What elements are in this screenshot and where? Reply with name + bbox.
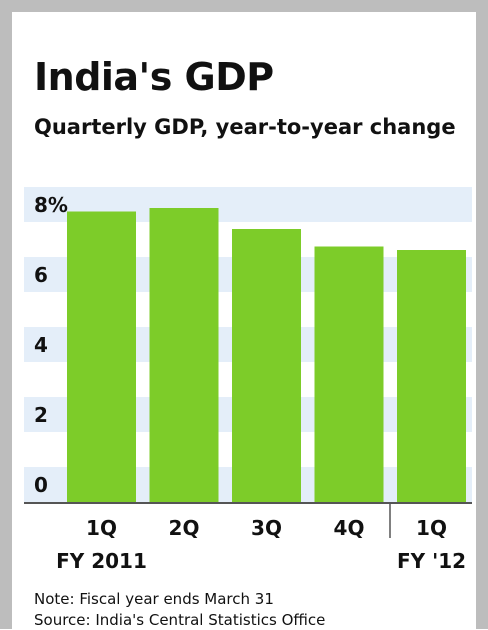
y-tick-label: 2: [34, 403, 48, 427]
chart-subtitle: Quarterly GDP, year-to-year change: [34, 115, 456, 139]
x-tick-label: 1Q: [416, 516, 447, 540]
y-tick-label: 0: [34, 473, 48, 497]
x-tick-label: 2Q: [169, 516, 200, 540]
x-tick-sublabel: FY 2011: [56, 549, 147, 573]
chart-source: Source: India's Central Statistics Offic…: [34, 611, 326, 629]
x-axis: [24, 502, 472, 538]
x-tick-label: 1Q: [86, 516, 117, 540]
y-axis-ticks: 0 2 4 6 8%: [34, 193, 68, 497]
chart-note: Note: Fiscal year ends March 31: [34, 590, 274, 608]
x-tick-sublabel: FY '12: [397, 549, 466, 573]
chart-title: India's GDP: [34, 55, 274, 99]
y-tick-label: 6: [34, 263, 48, 287]
y-tick-label: 8%: [34, 193, 68, 217]
x-tick-label: 3Q: [251, 516, 282, 540]
x-axis-labels: 1Q FY 2011 2Q 3Q 4Q 1Q FY '12: [56, 516, 466, 573]
bar-series: [67, 208, 466, 502]
bar-5: [397, 250, 466, 502]
bar-4: [314, 246, 384, 502]
bar-1: [67, 211, 136, 502]
bar-2: [149, 208, 219, 502]
y-tick-label: 4: [34, 333, 48, 357]
x-tick-label: 4Q: [334, 516, 365, 540]
bar-3: [232, 229, 301, 502]
